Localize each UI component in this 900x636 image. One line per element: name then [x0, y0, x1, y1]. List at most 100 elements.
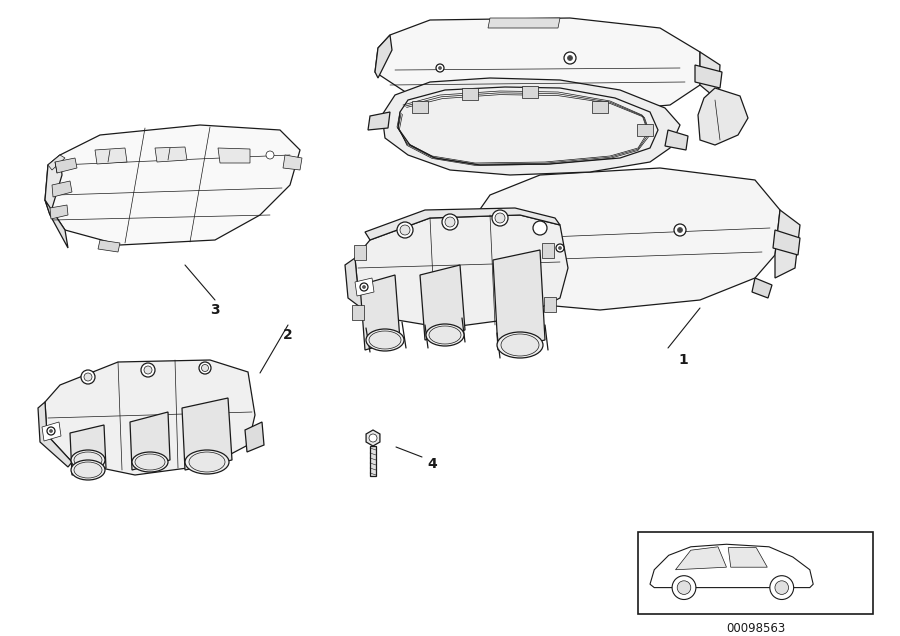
Polygon shape: [360, 275, 400, 350]
Polygon shape: [155, 147, 187, 162]
Text: 4: 4: [428, 457, 436, 471]
Polygon shape: [45, 125, 300, 245]
Text: 1: 1: [678, 353, 688, 367]
Polygon shape: [355, 278, 374, 296]
Polygon shape: [130, 412, 170, 470]
Circle shape: [141, 363, 155, 377]
Polygon shape: [700, 52, 720, 100]
Ellipse shape: [426, 324, 464, 346]
Circle shape: [400, 225, 410, 235]
Polygon shape: [42, 422, 61, 441]
Polygon shape: [544, 297, 556, 312]
Circle shape: [202, 364, 209, 371]
Circle shape: [47, 427, 55, 435]
Text: 00098563: 00098563: [726, 621, 785, 635]
Ellipse shape: [497, 332, 543, 358]
Circle shape: [445, 217, 455, 227]
Circle shape: [84, 373, 92, 381]
Polygon shape: [283, 155, 302, 170]
Ellipse shape: [74, 452, 102, 468]
Polygon shape: [70, 425, 106, 475]
Ellipse shape: [185, 450, 229, 474]
Circle shape: [533, 221, 547, 235]
Polygon shape: [773, 230, 800, 255]
Polygon shape: [45, 200, 68, 248]
Polygon shape: [398, 87, 658, 165]
Polygon shape: [45, 360, 255, 475]
Ellipse shape: [71, 450, 105, 470]
Circle shape: [369, 434, 377, 442]
Polygon shape: [355, 215, 568, 328]
Polygon shape: [366, 430, 380, 446]
Polygon shape: [345, 258, 385, 322]
Polygon shape: [542, 243, 554, 258]
Polygon shape: [493, 250, 545, 350]
Circle shape: [677, 581, 691, 595]
Ellipse shape: [429, 326, 461, 344]
Ellipse shape: [366, 329, 404, 351]
Circle shape: [360, 283, 368, 291]
Ellipse shape: [71, 460, 105, 480]
Polygon shape: [637, 124, 653, 136]
Polygon shape: [182, 398, 232, 470]
Ellipse shape: [135, 454, 165, 470]
Polygon shape: [55, 158, 77, 173]
Polygon shape: [676, 547, 726, 570]
Circle shape: [678, 228, 682, 233]
Polygon shape: [50, 205, 68, 219]
Ellipse shape: [74, 462, 102, 478]
Circle shape: [770, 576, 794, 600]
Polygon shape: [522, 86, 538, 98]
Polygon shape: [698, 88, 748, 145]
Circle shape: [674, 224, 686, 236]
Circle shape: [556, 244, 564, 252]
Polygon shape: [375, 35, 392, 78]
Circle shape: [81, 370, 95, 384]
Polygon shape: [354, 245, 366, 260]
Circle shape: [492, 210, 508, 226]
Polygon shape: [218, 148, 250, 163]
Polygon shape: [352, 305, 364, 320]
Circle shape: [144, 366, 152, 374]
Polygon shape: [665, 130, 688, 150]
Polygon shape: [420, 265, 465, 340]
Text: 2: 2: [284, 328, 292, 342]
Polygon shape: [52, 181, 72, 197]
Polygon shape: [450, 235, 468, 280]
Polygon shape: [775, 210, 800, 278]
Circle shape: [363, 286, 365, 289]
Polygon shape: [370, 446, 376, 476]
Polygon shape: [98, 240, 120, 252]
Polygon shape: [368, 112, 390, 130]
Bar: [638, 532, 873, 614]
Polygon shape: [488, 18, 560, 28]
Polygon shape: [412, 101, 428, 113]
Polygon shape: [650, 544, 814, 588]
Circle shape: [50, 429, 52, 432]
Circle shape: [397, 222, 413, 238]
Ellipse shape: [501, 334, 539, 356]
Circle shape: [199, 362, 211, 374]
Circle shape: [436, 64, 444, 72]
Polygon shape: [752, 278, 772, 298]
Circle shape: [559, 247, 562, 249]
Polygon shape: [382, 78, 680, 175]
Polygon shape: [48, 155, 65, 170]
Circle shape: [775, 581, 788, 595]
Ellipse shape: [132, 452, 168, 472]
Polygon shape: [245, 422, 264, 452]
Polygon shape: [95, 148, 127, 164]
Polygon shape: [462, 168, 780, 310]
Circle shape: [266, 151, 274, 159]
Circle shape: [568, 55, 572, 60]
Polygon shape: [38, 402, 72, 467]
Circle shape: [438, 67, 442, 69]
Ellipse shape: [369, 331, 401, 349]
Polygon shape: [375, 18, 700, 112]
Text: 3: 3: [211, 303, 220, 317]
Polygon shape: [695, 65, 722, 88]
Circle shape: [495, 213, 505, 223]
Polygon shape: [45, 155, 62, 215]
Polygon shape: [592, 101, 608, 113]
Circle shape: [442, 214, 458, 230]
